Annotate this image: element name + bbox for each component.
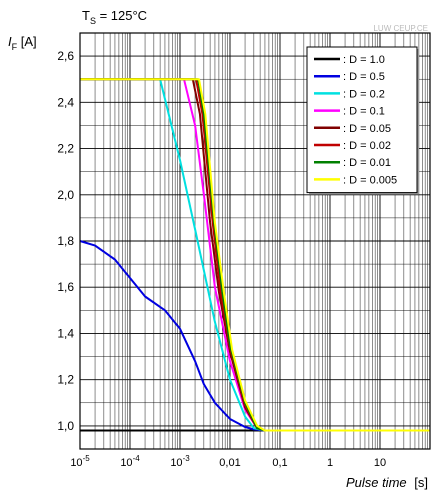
x-tick-label: 10-5 [70, 454, 90, 469]
title-subscript: S [90, 16, 96, 26]
ylabel-rest: [A] [17, 34, 37, 49]
legend-box [306, 46, 418, 194]
y-tick-label: 1,2 [57, 373, 74, 387]
series-line [80, 78, 430, 432]
y-tick-label: 2,6 [57, 49, 74, 63]
legend-label: : D = 0.01 [343, 157, 391, 169]
x-axis-label: Pulse time [s] [346, 475, 428, 490]
y-tick-label: 1,8 [57, 234, 74, 248]
title-rest: = 125°C [96, 8, 147, 23]
chart-title: TS = 125°C [82, 8, 147, 26]
legend-label: : D = 0.005 [343, 174, 397, 186]
y-ticks: 1,0 1,2 1,4 1,6 1,8 2,0 2,2 2,4 2,6 [57, 49, 74, 433]
legend-label: : D = 0.02 [343, 140, 391, 152]
x-ticks: 10-5 10-4 10-3 0,01 0,1 1 10 [70, 454, 386, 469]
legend-label: : D = 0.2 [343, 88, 385, 100]
x-tick-label: 10-4 [120, 454, 140, 469]
title-symbol: T [82, 8, 90, 23]
y-axis-label: IF [A] [8, 34, 37, 52]
legend-label: : D = 0.5 [343, 71, 385, 83]
legend-label: : D = 0.05 [343, 123, 391, 135]
y-tick-label: 1,6 [57, 280, 74, 294]
xlabel-unit: [s] [414, 475, 428, 490]
series-line [79, 240, 430, 432]
y-tick-label: 1,4 [57, 326, 74, 340]
x-tick-label: 10 [374, 457, 386, 469]
x-tick-label: 10-3 [170, 454, 190, 469]
ylabel-subscript: F [12, 42, 18, 52]
y-tick-label: 2,4 [57, 95, 74, 109]
chart-watermark: LUW CEUP.CE [373, 24, 428, 33]
series-lines [79, 78, 430, 432]
plot-frame [79, 32, 431, 450]
legend: : D = 1.0 : D = 0.5 : D = 0.2 : D = 0.1 : D … [306, 46, 419, 195]
y-tick-label: 1,0 [57, 419, 74, 433]
y-tick-label: 2,0 [57, 188, 74, 202]
legend-label: : D = 1.0 [343, 54, 385, 66]
x-tick-label: 0,01 [219, 457, 240, 469]
xlabel-text: Pulse time [346, 475, 407, 490]
x-tick-label: 1 [327, 457, 333, 469]
x-tick-label: 0,1 [272, 457, 287, 469]
y-tick-label: 2,2 [57, 142, 74, 156]
ylabel-symbol: I [8, 34, 12, 49]
legend-label: : D = 0.1 [343, 106, 385, 118]
